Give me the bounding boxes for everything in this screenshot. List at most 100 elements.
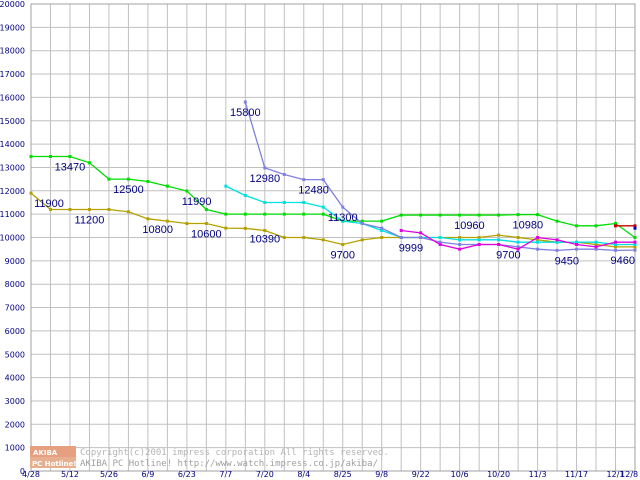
data-point	[165, 184, 169, 188]
data-point	[48, 154, 52, 158]
y-tick-label: 11000	[0, 210, 25, 219]
data-point	[575, 247, 579, 251]
data-point	[575, 224, 579, 228]
data-point	[536, 236, 540, 239]
data-label: 9460	[611, 255, 635, 267]
data-point	[302, 178, 306, 182]
data-point	[594, 245, 598, 249]
data-point	[87, 161, 91, 165]
data-point	[321, 212, 325, 216]
data-point	[575, 243, 579, 247]
y-tick-label: 13000	[0, 163, 25, 172]
data-point	[302, 236, 306, 239]
data-point	[380, 219, 384, 223]
data-point	[243, 226, 247, 230]
data-point	[536, 240, 540, 244]
data-point	[477, 238, 481, 242]
data-point	[341, 243, 345, 247]
data-point	[321, 178, 325, 182]
y-tick-label: 9000	[5, 257, 25, 266]
data-point	[204, 207, 208, 211]
data-point	[497, 213, 501, 217]
y-tick-label: 10000	[0, 234, 25, 243]
x-tick-label: 9/22	[412, 470, 430, 479]
y-tick-label: 20000	[0, 0, 25, 9]
data-point	[594, 240, 598, 244]
data-point	[419, 213, 423, 217]
data-label: 11990	[182, 196, 212, 208]
data-point	[633, 224, 637, 228]
data-point	[263, 228, 267, 232]
data-point	[477, 236, 481, 239]
data-point	[633, 248, 637, 252]
data-point	[536, 247, 540, 251]
y-tick-label: 6000	[5, 327, 25, 336]
data-point	[321, 205, 325, 209]
data-label: 10980	[513, 220, 544, 232]
y-tick-label: 18000	[0, 47, 25, 56]
data-point	[633, 236, 637, 239]
data-point	[477, 213, 481, 217]
logo-bottom-text: PC Hotline!	[32, 460, 76, 468]
data-point	[438, 213, 442, 217]
data-point	[497, 233, 501, 237]
y-tick-label: 14000	[0, 140, 25, 149]
data-point	[263, 212, 267, 216]
data-point	[477, 243, 481, 247]
data-label: 11300	[328, 212, 358, 224]
data-point	[341, 219, 345, 223]
data-point	[419, 231, 423, 235]
data-point	[29, 154, 33, 158]
y-tick-label: 2000	[5, 420, 25, 429]
data-point	[126, 210, 130, 214]
data-point	[146, 179, 150, 183]
data-point	[614, 243, 618, 247]
data-point	[516, 236, 520, 239]
x-tick-label: 4/28	[22, 470, 40, 479]
data-point	[282, 172, 286, 176]
logo-top-text: AKIBA	[33, 449, 58, 457]
data-point	[536, 238, 540, 242]
series-line-0	[31, 155, 636, 239]
series-lines	[29, 100, 637, 252]
data-point	[555, 248, 559, 252]
x-tick-label: 6/9	[141, 470, 154, 479]
data-point	[438, 240, 442, 244]
data-point	[243, 100, 247, 104]
data-labels: 13470 11900 11200 12500 10800 11990 10600 15800…	[34, 107, 635, 267]
data-label: 10390	[250, 233, 281, 245]
data-point	[68, 154, 72, 158]
data-point	[594, 243, 598, 247]
logo-box-top	[30, 446, 76, 457]
data-label: 12480	[298, 185, 329, 197]
data-point	[185, 221, 189, 225]
data-point	[165, 219, 169, 223]
data-point	[224, 212, 228, 216]
y-tick-label: 3000	[5, 397, 25, 406]
data-point	[614, 221, 618, 225]
data-point	[185, 189, 189, 193]
data-point	[633, 226, 637, 230]
data-point	[458, 243, 462, 247]
data-point	[399, 213, 403, 217]
data-point	[555, 238, 559, 242]
data-point	[633, 245, 637, 249]
copyright-line: Copyright(c)2001 impress corporation All…	[80, 448, 389, 458]
data-point	[633, 240, 637, 244]
data-point	[204, 221, 208, 225]
data-point	[302, 212, 306, 216]
y-tick-label: 1000	[5, 444, 25, 453]
data-label: 10960	[454, 220, 485, 232]
data-point	[594, 247, 598, 251]
x-tick-label: 11/17	[565, 470, 588, 479]
data-point	[575, 240, 579, 244]
x-tick-label: 10/6	[451, 470, 469, 479]
data-point	[29, 191, 33, 195]
data-label: 9999	[399, 243, 423, 255]
data-point	[282, 200, 286, 204]
data-point	[263, 200, 267, 204]
y-axis-ticks: 0 1000 2000 3000 4000 5000 6000 7000 8000 9000 100…	[0, 0, 25, 476]
data-label: 15800	[230, 107, 261, 119]
y-tick-label: 12000	[0, 187, 25, 196]
